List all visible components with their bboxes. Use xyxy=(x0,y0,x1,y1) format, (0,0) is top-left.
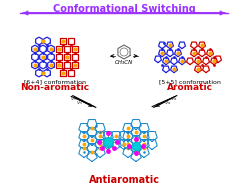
Text: $\nu_a$: $\nu_a$ xyxy=(170,95,178,103)
Text: $\nu_s$: $\nu_s$ xyxy=(70,95,78,103)
Text: $\nu_s$: $\nu_s$ xyxy=(76,99,84,107)
Text: [5+5] conformation: [5+5] conformation xyxy=(159,79,221,84)
Text: $\nu_a$: $\nu_a$ xyxy=(164,99,172,107)
Text: [6+4] conformation: [6+4] conformation xyxy=(24,79,86,84)
Text: CH₃CN: CH₃CN xyxy=(115,60,133,65)
Text: Conformational Switching: Conformational Switching xyxy=(53,4,195,14)
Text: Non-aromatic: Non-aromatic xyxy=(20,83,90,92)
Text: Antiaromatic: Antiaromatic xyxy=(89,175,159,185)
Text: Aromatic: Aromatic xyxy=(167,83,213,92)
